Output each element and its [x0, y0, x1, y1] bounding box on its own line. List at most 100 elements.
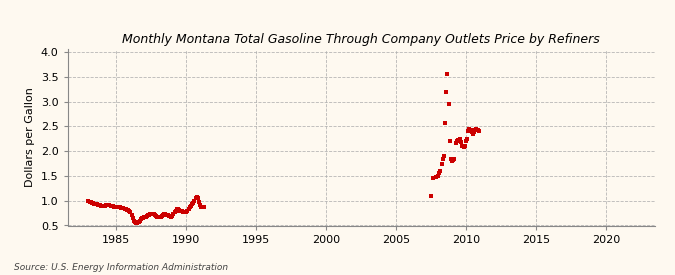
Point	[136, 217, 146, 221]
Point	[471, 126, 482, 131]
Point	[171, 207, 182, 211]
Point	[167, 213, 178, 218]
Point	[180, 210, 190, 214]
Point	[146, 211, 157, 216]
Point	[117, 205, 128, 210]
Point	[426, 194, 437, 198]
Point	[147, 211, 158, 216]
Point	[112, 205, 123, 209]
Point	[140, 214, 151, 219]
Point	[192, 194, 202, 199]
Point	[92, 202, 103, 207]
Point	[115, 205, 126, 209]
Point	[446, 156, 456, 161]
Point	[462, 137, 472, 141]
Point	[435, 169, 446, 173]
Point	[184, 205, 195, 209]
Point	[111, 204, 122, 209]
Point	[190, 196, 201, 200]
Point	[138, 215, 148, 220]
Point	[171, 208, 182, 213]
Point	[452, 138, 463, 142]
Point	[86, 200, 97, 204]
Point	[169, 210, 180, 214]
Point	[115, 205, 126, 210]
Point	[451, 139, 462, 144]
Point	[473, 129, 484, 133]
Point	[157, 213, 167, 218]
Point	[194, 199, 205, 204]
Point	[175, 208, 186, 213]
Point	[128, 216, 138, 220]
Point	[84, 199, 95, 204]
Point	[447, 159, 458, 163]
Point	[96, 204, 107, 208]
Point	[437, 156, 448, 161]
Point	[113, 205, 124, 209]
Point	[163, 213, 174, 218]
Point	[196, 204, 207, 209]
Point	[139, 215, 150, 219]
Point	[182, 208, 193, 213]
Text: Source: U.S. Energy Information Administration: Source: U.S. Energy Information Administ…	[14, 263, 227, 272]
Point	[107, 204, 118, 208]
Point	[186, 204, 196, 208]
Y-axis label: Dollars per Gallon: Dollars per Gallon	[25, 87, 35, 188]
Point	[189, 199, 200, 203]
Point	[192, 196, 203, 200]
Point	[441, 89, 452, 94]
Point	[173, 207, 184, 211]
Point	[157, 212, 168, 217]
Point	[148, 212, 159, 216]
Point	[465, 128, 476, 133]
Point	[89, 202, 100, 206]
Point	[458, 145, 469, 149]
Point	[130, 220, 140, 224]
Point	[442, 72, 453, 76]
Point	[155, 214, 166, 219]
Point	[430, 175, 441, 179]
Point	[133, 220, 144, 224]
Point	[433, 174, 443, 178]
Point	[436, 161, 447, 166]
Point	[198, 205, 209, 209]
Point	[187, 202, 198, 206]
Point	[153, 215, 164, 219]
Point	[131, 221, 142, 225]
Point	[154, 215, 165, 219]
Point	[195, 202, 206, 207]
Point	[468, 130, 479, 134]
Point	[90, 202, 101, 206]
Point	[174, 207, 185, 212]
Point	[168, 212, 179, 216]
Point	[119, 207, 130, 211]
Point	[94, 202, 105, 207]
Point	[120, 207, 131, 211]
Point	[86, 200, 97, 205]
Point	[439, 154, 450, 158]
Point	[444, 139, 455, 144]
Point	[91, 202, 102, 206]
Point	[118, 206, 129, 210]
Point	[470, 128, 481, 133]
Point	[110, 204, 121, 209]
Point	[136, 216, 147, 220]
Point	[163, 213, 173, 217]
Point	[105, 204, 116, 208]
Point	[188, 200, 198, 205]
Point	[144, 212, 155, 217]
Point	[123, 208, 134, 212]
Point	[176, 209, 187, 213]
Point	[443, 102, 454, 106]
Point	[457, 144, 468, 148]
Point	[98, 204, 109, 208]
Point	[88, 201, 99, 205]
Point	[128, 218, 139, 223]
Point	[142, 213, 153, 217]
Point	[439, 121, 450, 125]
Point	[434, 171, 445, 176]
Point	[456, 140, 467, 144]
Point	[161, 212, 172, 217]
Point	[184, 207, 194, 211]
Point	[450, 141, 461, 145]
